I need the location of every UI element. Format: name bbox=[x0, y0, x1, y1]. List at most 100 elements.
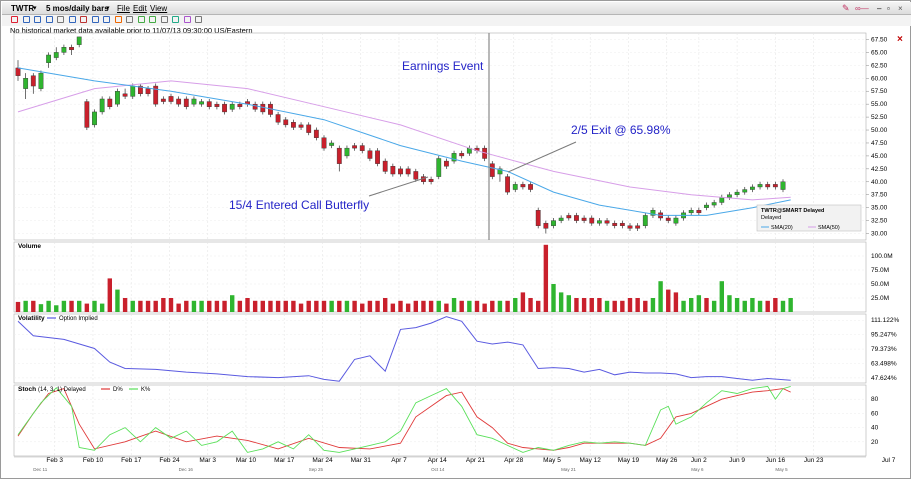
candle-body bbox=[459, 153, 465, 157]
candle-body bbox=[398, 168, 403, 175]
volume-bar bbox=[581, 298, 587, 312]
date-axis-label: Oct 14 bbox=[431, 467, 445, 472]
volume-bar bbox=[612, 300, 617, 312]
zoom-out-icon[interactable] bbox=[103, 16, 110, 23]
pointer-icon[interactable] bbox=[126, 16, 133, 23]
candle-body bbox=[275, 114, 281, 123]
stochastic-panel bbox=[17, 385, 791, 453]
volume-bar bbox=[451, 298, 457, 312]
volume-bar bbox=[360, 303, 365, 312]
price-tick-label: 47.50 bbox=[871, 140, 888, 147]
minimize-icon[interactable]: – bbox=[877, 4, 882, 13]
stoch-tick-label: 40 bbox=[871, 425, 879, 432]
link-icon[interactable]: ✎ bbox=[842, 3, 850, 13]
candle-body bbox=[619, 222, 625, 226]
x-tick-label: Apr 28 bbox=[504, 457, 524, 464]
area-icon[interactable] bbox=[45, 16, 53, 23]
link-icon[interactable] bbox=[183, 16, 191, 23]
volatility-panel bbox=[17, 316, 791, 382]
crosshair-icon[interactable] bbox=[80, 16, 87, 23]
close-icon[interactable]: × bbox=[898, 4, 903, 13]
x-tick-label: May 19 bbox=[618, 457, 640, 464]
price-tick-label: 35.00 bbox=[871, 205, 888, 212]
volume-bar bbox=[314, 300, 319, 312]
menu-edit[interactable]: Edit bbox=[133, 4, 147, 13]
stoch-k-line bbox=[17, 385, 791, 453]
volume-bar bbox=[176, 303, 181, 312]
price-tick-label: 40.00 bbox=[871, 179, 888, 186]
volume-bar bbox=[513, 298, 518, 312]
candle-body bbox=[772, 184, 778, 188]
candle-body bbox=[742, 189, 748, 193]
arrow-right-icon[interactable] bbox=[149, 16, 156, 23]
volatility-panel-title: Volatility bbox=[18, 315, 45, 322]
candle-body bbox=[46, 54, 52, 63]
candle-body bbox=[597, 220, 602, 224]
settings-icon[interactable] bbox=[172, 16, 179, 23]
x-tick-label: Feb 17 bbox=[121, 457, 142, 464]
candle-body bbox=[428, 178, 434, 182]
candle-body bbox=[765, 184, 771, 188]
record-icon[interactable] bbox=[114, 16, 122, 23]
volume-panel bbox=[15, 244, 793, 312]
volume-bar bbox=[367, 300, 373, 312]
timeframe-dropdown-icon[interactable]: ▾ bbox=[106, 5, 110, 12]
volume-bar bbox=[719, 281, 724, 312]
candle-body bbox=[153, 85, 159, 105]
filter-icon[interactable] bbox=[57, 16, 64, 23]
candle-body bbox=[757, 184, 763, 188]
candle-body bbox=[329, 142, 335, 146]
candle-body bbox=[566, 215, 572, 219]
sma50-line bbox=[17, 80, 791, 201]
volume-bar bbox=[107, 278, 112, 312]
x-tick-label: Apr 21 bbox=[466, 457, 486, 464]
volume-bar bbox=[727, 295, 732, 312]
volume-bar bbox=[46, 300, 51, 312]
volatility-tick-label: 63.498% bbox=[871, 360, 897, 367]
volume-bar bbox=[436, 300, 441, 312]
volume-bar bbox=[214, 300, 220, 312]
candle-body bbox=[727, 194, 732, 198]
price-tick-label: 60.00 bbox=[871, 75, 888, 82]
zoom-in-icon[interactable] bbox=[91, 16, 99, 23]
bar-chart-icon[interactable] bbox=[11, 16, 18, 23]
candle-body bbox=[53, 52, 59, 58]
candle-body bbox=[69, 47, 74, 51]
candle-body bbox=[38, 72, 44, 89]
legend-status: Delayed bbox=[761, 215, 781, 221]
menu-view[interactable]: View bbox=[150, 4, 168, 13]
symbol-selector[interactable]: TWTR bbox=[11, 4, 35, 13]
volume-bar bbox=[344, 300, 350, 312]
candle-body bbox=[604, 220, 610, 224]
price-tick-label: 45.00 bbox=[871, 153, 888, 160]
volume-bar bbox=[230, 295, 235, 312]
arrow-left-icon[interactable] bbox=[137, 16, 145, 23]
candle-body bbox=[520, 184, 526, 188]
x-tick-label: Mar 31 bbox=[351, 457, 372, 464]
entry-pointer-line bbox=[368, 176, 429, 197]
vol-panel-frame bbox=[13, 313, 867, 384]
grid-icon[interactable] bbox=[160, 16, 168, 23]
menu-file[interactable]: File bbox=[117, 4, 130, 13]
volume-bar bbox=[153, 300, 158, 312]
candle-body bbox=[688, 210, 694, 214]
group-link-icon[interactable]: ∞— bbox=[855, 4, 869, 13]
volume-bar bbox=[252, 300, 258, 312]
volume-bar bbox=[145, 300, 151, 312]
symbol-dropdown-icon[interactable]: ▾ bbox=[33, 5, 37, 12]
restore-icon[interactable]: ▫ bbox=[887, 4, 890, 13]
candle-body bbox=[734, 191, 740, 195]
close-price-panel-icon[interactable]: × bbox=[897, 34, 903, 45]
volume-bar bbox=[222, 300, 227, 312]
volume-bar bbox=[558, 292, 564, 312]
volume-bar bbox=[23, 300, 28, 312]
volume-bar bbox=[337, 300, 342, 312]
price-tick-label: 37.50 bbox=[871, 192, 888, 199]
timeframe-selector[interactable]: 5 mos/daily bars bbox=[46, 4, 109, 13]
draw-line-icon[interactable] bbox=[68, 16, 76, 23]
volume-bar bbox=[38, 304, 44, 312]
volume-bar bbox=[383, 298, 388, 312]
candle-icon[interactable] bbox=[22, 16, 30, 23]
dropdown-icon[interactable] bbox=[195, 16, 202, 23]
line-icon[interactable] bbox=[34, 16, 41, 23]
